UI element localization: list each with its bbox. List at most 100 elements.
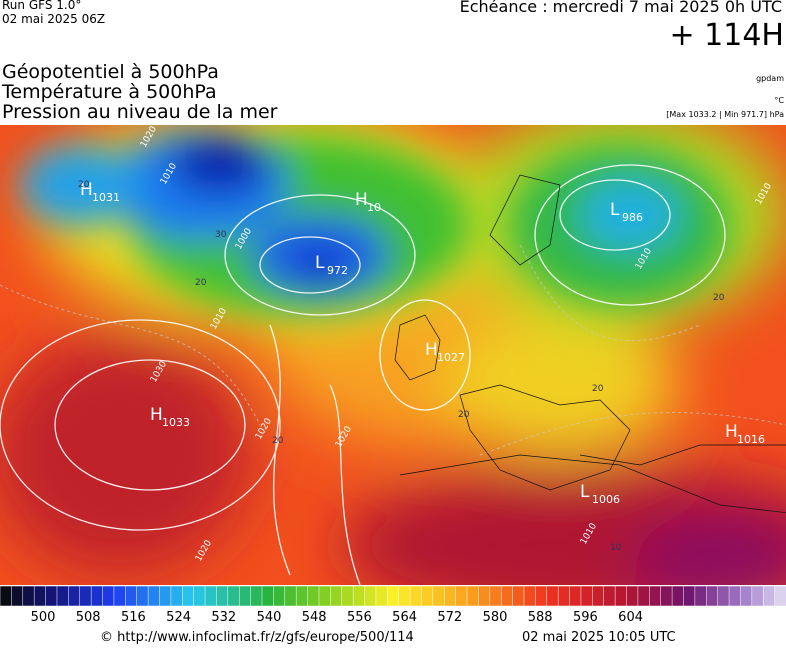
colorbar	[0, 586, 786, 606]
colorbar-swatch	[22, 586, 35, 606]
colorbar-swatch	[489, 586, 502, 606]
pressure-center-value: 1006	[592, 493, 620, 506]
colorbar-swatch	[193, 586, 206, 606]
colorbar-label: 580	[482, 610, 508, 625]
colorbar-swatch	[592, 586, 605, 606]
colorbar-swatch	[671, 586, 685, 606]
colorbar-swatch	[318, 586, 332, 606]
colorbar-swatch	[569, 586, 582, 606]
pressure-center-value: 1031	[92, 191, 120, 204]
colorbar-label: 556	[346, 610, 372, 625]
pressure-center-value: 1016	[737, 433, 765, 446]
colorbar-swatch	[444, 586, 457, 606]
colorbar-label: 540	[256, 610, 282, 625]
colorbar-swatch	[170, 586, 184, 606]
colorbar-swatch	[68, 586, 81, 606]
colorbar-swatch	[603, 586, 616, 606]
colorbar-swatch	[455, 586, 468, 606]
colorbar-swatch	[398, 586, 411, 606]
colorbar-label: 508	[75, 610, 101, 625]
colorbar-swatch	[159, 586, 172, 606]
colorbar-swatch	[136, 586, 149, 606]
colorbar-swatch	[33, 586, 47, 606]
pressure-center-kind: H	[80, 180, 93, 200]
colorbar-swatch	[432, 586, 446, 606]
colorbar-swatch	[330, 586, 343, 606]
colorbar-swatch	[478, 586, 491, 606]
colorbar-swatch	[56, 586, 70, 606]
colorbar-label: 524	[166, 610, 191, 625]
colorbar-swatch	[683, 586, 696, 606]
colorbar-swatch	[740, 586, 753, 606]
colorbar-swatch	[341, 586, 354, 606]
field: Géopotentiel à 500hPa	[2, 61, 219, 83]
colorbar-swatch	[466, 586, 480, 606]
colorbar-label: 588	[527, 610, 553, 625]
colorbar-label: 548	[301, 610, 327, 625]
lead-time: + 114H	[669, 18, 785, 53]
colorbar-swatch	[751, 586, 764, 606]
run: Run GFS 1.0°	[2, 0, 82, 12]
pressure-center-kind: L	[580, 482, 590, 502]
temperature-label: 20	[78, 180, 90, 190]
unit: gpdam	[756, 74, 784, 83]
colorbar-swatch	[147, 586, 161, 606]
colorbar-swatch	[512, 586, 525, 606]
colorbar-swatch	[227, 586, 240, 606]
temperature-label: 20	[458, 410, 470, 420]
colorbar-swatch	[284, 586, 297, 606]
colorbar-swatch	[0, 586, 13, 606]
pressure-center-kind: H	[150, 405, 163, 425]
colorbar-label: 500	[30, 610, 56, 625]
colorbar-label: 604	[618, 610, 643, 625]
run-date: 02 mai 2025 06Z	[2, 12, 106, 26]
forecast: Echéance : mercredi 7 mai 2025 0h UTC	[459, 0, 782, 16]
colorbar-label: 532	[211, 610, 237, 625]
colorbar-swatch	[375, 586, 389, 606]
colorbar-swatch	[523, 586, 537, 606]
colorbar-swatch	[717, 586, 730, 606]
temperature-label: 20	[592, 384, 604, 394]
source-url: © http://www.infoclimat.fr/z/gfs/europe/…	[100, 630, 414, 645]
colorbar-swatch	[364, 586, 377, 606]
colorbar-swatch	[125, 586, 138, 606]
pressure-center-kind: L	[315, 253, 325, 273]
colorbar-swatch	[113, 586, 127, 606]
colorbar-swatch	[295, 586, 309, 606]
colorbar-label: 572	[437, 610, 463, 625]
colorbar-swatch	[614, 586, 628, 606]
colorbar-swatch	[762, 586, 776, 606]
colorbar-swatch	[580, 586, 594, 606]
colorbar-swatch	[273, 586, 286, 606]
colorbar-swatch	[387, 586, 400, 606]
pressure-center-value: 986	[622, 211, 643, 224]
colorbar-swatch	[409, 586, 423, 606]
pressure-center-kind: H	[725, 422, 738, 442]
colorbar-swatch	[535, 586, 548, 606]
colorbar-label: 516	[120, 610, 146, 625]
colorbar-swatch	[694, 586, 708, 606]
colorbar-swatch	[182, 586, 195, 606]
pressure-center-value: 972	[327, 264, 348, 277]
colorbar-swatch	[546, 586, 559, 606]
temperature-label: 20	[272, 436, 284, 446]
field: Pression au niveau de la mer	[2, 101, 278, 123]
colorbar-swatch	[102, 586, 115, 606]
colorbar-swatch	[421, 586, 434, 606]
pressure-center-value: 10	[367, 201, 381, 214]
colorbar-swatch	[706, 586, 719, 606]
colorbar-swatch	[660, 586, 673, 606]
temperature-label: 10	[610, 543, 622, 553]
colorbar-swatch	[238, 586, 252, 606]
temperature-label: 30	[215, 230, 227, 240]
colorbar-swatch	[649, 586, 662, 606]
colorbar-swatch	[90, 586, 104, 606]
pressure-center-kind: H	[355, 190, 368, 210]
colorbar-swatch	[11, 586, 24, 606]
colorbar-swatch	[45, 586, 58, 606]
pressure-center-kind: H	[425, 340, 438, 360]
colorbar-swatch	[250, 586, 263, 606]
colorbar-swatch	[261, 586, 275, 606]
